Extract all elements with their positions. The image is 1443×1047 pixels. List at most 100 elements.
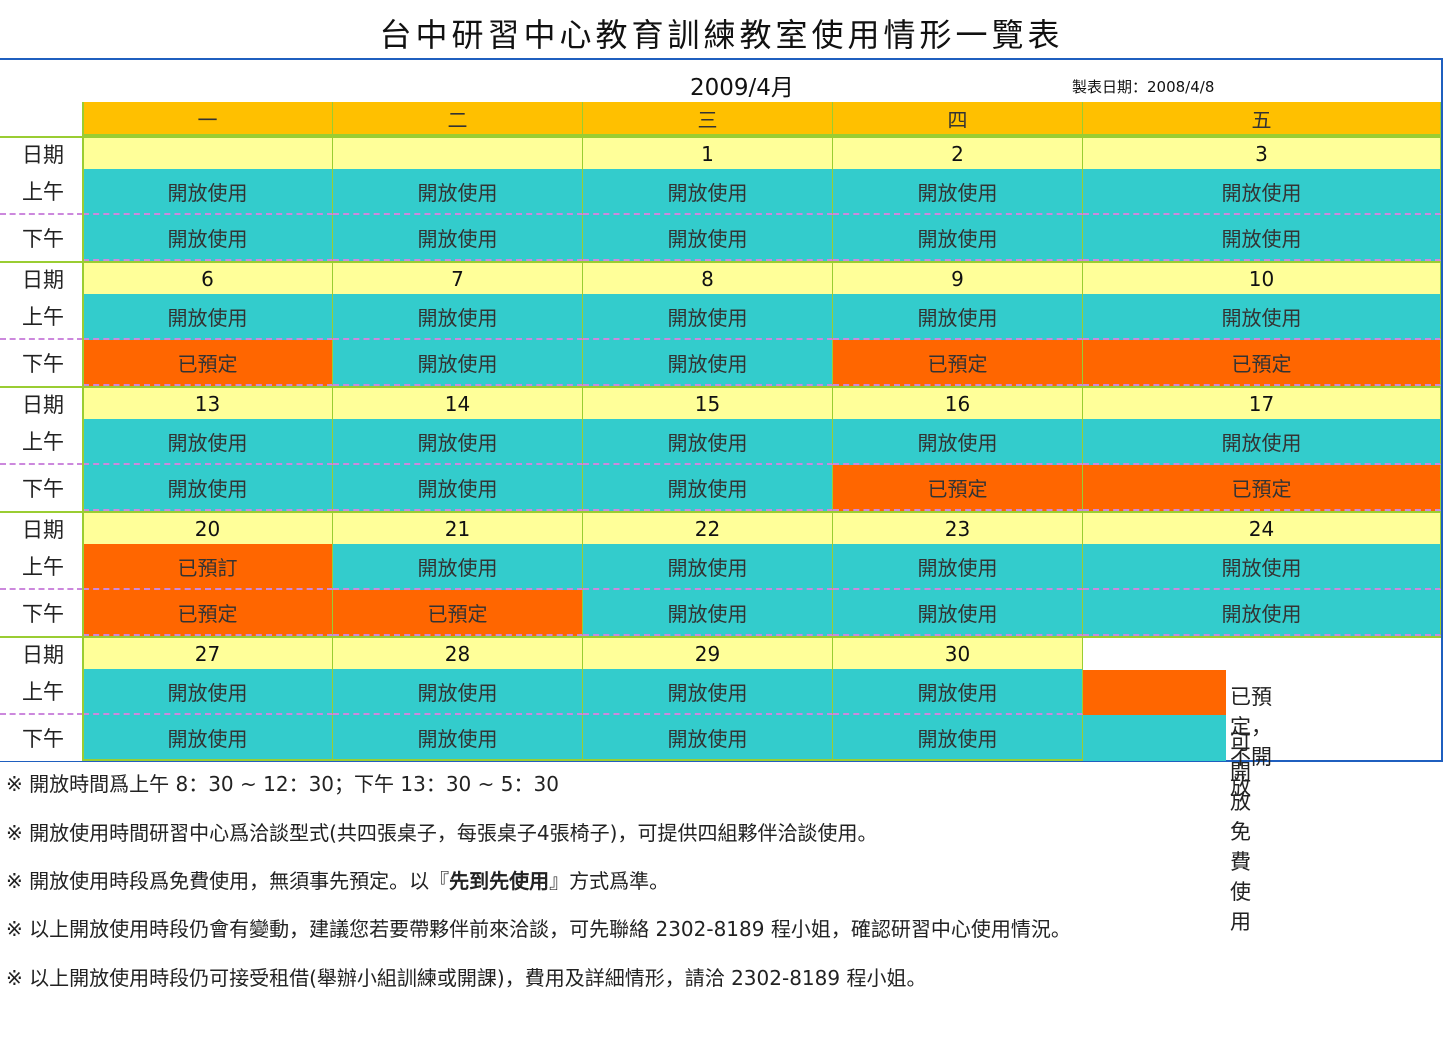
date-cell	[333, 136, 583, 169]
pm-status-cell: 開放使用	[1083, 590, 1441, 636]
pm-status-cell: 開放使用	[583, 465, 833, 511]
note-text: ※ 開放使用時段爲免費使用，無須事先預定。以『	[6, 869, 450, 893]
am-status-cell: 已預訂	[83, 544, 333, 590]
am-status-cell: 開放使用	[333, 169, 583, 215]
legend-booked-label: 已預定，不開放	[1230, 685, 1272, 799]
row-label-am: 上午	[0, 169, 83, 215]
row-label-date: 日期	[0, 261, 83, 294]
am-status-cell: 開放使用	[333, 669, 583, 715]
weekday-header: 二	[333, 102, 583, 136]
pm-status-cell: 開放使用	[583, 340, 833, 386]
weekday-header: 五	[1083, 102, 1441, 136]
pm-status-cell: 開放使用	[83, 215, 333, 261]
date-cell: 8	[583, 261, 833, 294]
legend-booked-swatch	[1083, 670, 1226, 716]
date-cell: 3	[1083, 136, 1441, 169]
row-label-pm: 下午	[0, 590, 83, 636]
am-status-cell: 開放使用	[83, 169, 333, 215]
date-cell: 13	[83, 386, 333, 419]
am-status-cell: 開放使用	[833, 294, 1083, 340]
am-status-cell: 開放使用	[583, 294, 833, 340]
row-label-am: 上午	[0, 294, 83, 340]
pm-status-cell: 開放使用	[333, 340, 583, 386]
am-status-cell: 開放使用	[1083, 169, 1441, 215]
date-cell	[83, 136, 333, 169]
row-label-pm: 下午	[0, 340, 83, 386]
row-label-pm: 下午	[0, 215, 83, 261]
row-label-pm: 下午	[0, 465, 83, 511]
legend-open-label: 可開放免費使用	[1230, 730, 1251, 934]
pm-status-cell: 開放使用	[583, 590, 833, 636]
month-row: 2009/4月 製表日期：2008/4/8	[0, 60, 1441, 104]
am-status-cell: 開放使用	[833, 169, 1083, 215]
made-date: 製表日期：2008/4/8	[1072, 78, 1215, 96]
month-label: 2009/4月	[690, 75, 794, 101]
schedule-sheet: 2009/4月 製表日期：2008/4/8 一二三四五日期 1 2 3 上午 開放使用 開放…	[0, 58, 1443, 934]
am-status-cell: 開放使用	[333, 419, 583, 465]
am-status-cell: 開放使用	[583, 419, 833, 465]
pm-status-cell: 已預定	[833, 340, 1083, 386]
row-label-date: 日期	[0, 136, 83, 169]
date-cell: 10	[1083, 261, 1441, 294]
date-cell: 24	[1083, 511, 1441, 544]
am-status-cell: 開放使用	[333, 294, 583, 340]
date-cell: 7	[333, 261, 583, 294]
pm-status-cell: 已預定	[1083, 465, 1441, 511]
am-status-cell: 開放使用	[833, 544, 1083, 590]
pm-status-cell: 開放使用	[833, 590, 1083, 636]
note-line: ※ 開放使用時間研習中心爲洽談型式(共四張桌子，每張桌子4張椅子)，可提供四組夥…	[6, 817, 877, 846]
header-corner	[0, 102, 83, 136]
am-status-cell: 開放使用	[333, 544, 583, 590]
am-status-cell: 開放使用	[1083, 294, 1441, 340]
date-cell: 16	[833, 386, 1083, 419]
pm-status-cell: 開放使用	[333, 715, 583, 761]
note-line: ※ 開放時間爲上午 8：30 ~ 12：30；下午 13：30 ~ 5：30	[6, 768, 559, 797]
am-status-cell: 開放使用	[833, 419, 1083, 465]
date-cell: 14	[333, 386, 583, 419]
am-status-cell: 開放使用	[583, 669, 833, 715]
date-cell: 21	[333, 511, 583, 544]
note-emphasis: 先到先使用	[449, 869, 550, 893]
pm-status-cell: 開放使用	[583, 215, 833, 261]
row-label-am: 上午	[0, 669, 83, 715]
note-text: ※ 以上開放使用時段仍會有變動，建議您若要帶夥伴前來洽談，可先聯絡 2302-8…	[6, 917, 1071, 941]
pm-status-cell: 已預定	[83, 340, 333, 386]
weekday-header: 三	[583, 102, 833, 136]
note-text: ※ 開放時間爲上午 8：30 ~ 12：30；下午 13：30 ~ 5：30	[6, 772, 559, 796]
date-cell: 15	[583, 386, 833, 419]
note-line: ※ 以上開放使用時段仍會有變動，建議您若要帶夥伴前來洽談，可先聯絡 2302-8…	[6, 913, 1071, 942]
pm-status-cell: 已預定	[833, 465, 1083, 511]
date-cell: 1	[583, 136, 833, 169]
pm-status-cell: 已預定	[83, 590, 333, 636]
pm-status-cell: 開放使用	[583, 715, 833, 761]
date-cell: 30	[833, 636, 1083, 669]
row-label-date: 日期	[0, 636, 83, 669]
pm-status-cell: 開放使用	[833, 715, 1083, 761]
row-label-pm: 下午	[0, 715, 83, 761]
am-status-cell: 開放使用	[83, 419, 333, 465]
pm-status-cell: 開放使用	[83, 465, 333, 511]
pm-status-cell: 開放使用	[333, 465, 583, 511]
pm-status-cell: 開放使用	[333, 215, 583, 261]
page-title: 台中研習中心教育訓練教室使用情形一覽表	[379, 16, 1064, 54]
date-cell: 20	[83, 511, 333, 544]
date-cell: 17	[1083, 386, 1441, 419]
pm-status-cell: 開放使用	[83, 715, 333, 761]
date-cell: 27	[83, 636, 333, 669]
date-cell: 2	[833, 136, 1083, 169]
grid-bottom-line	[83, 759, 1083, 761]
row-label-date: 日期	[0, 386, 83, 419]
date-cell: 23	[833, 511, 1083, 544]
note-line: ※ 以上開放使用時段仍可接受租借(舉辦小組訓練或開課)，費用及詳細情形，請洽 2…	[6, 962, 926, 991]
am-status-cell: 開放使用	[1083, 544, 1441, 590]
am-status-cell: 開放使用	[583, 544, 833, 590]
row-label-am: 上午	[0, 419, 83, 465]
empty-cell	[1083, 636, 1441, 669]
am-status-cell: 開放使用	[83, 669, 333, 715]
date-cell: 29	[583, 636, 833, 669]
note-text-end: 』方式爲準。	[549, 869, 670, 893]
pm-status-cell: 已預定	[1083, 340, 1441, 386]
weekday-header: 四	[833, 102, 1083, 136]
legend-open-swatch	[1083, 715, 1226, 761]
note-text: ※ 以上開放使用時段仍可接受租借(舉辦小組訓練或開課)，費用及詳細情形，請洽 2…	[6, 966, 927, 990]
